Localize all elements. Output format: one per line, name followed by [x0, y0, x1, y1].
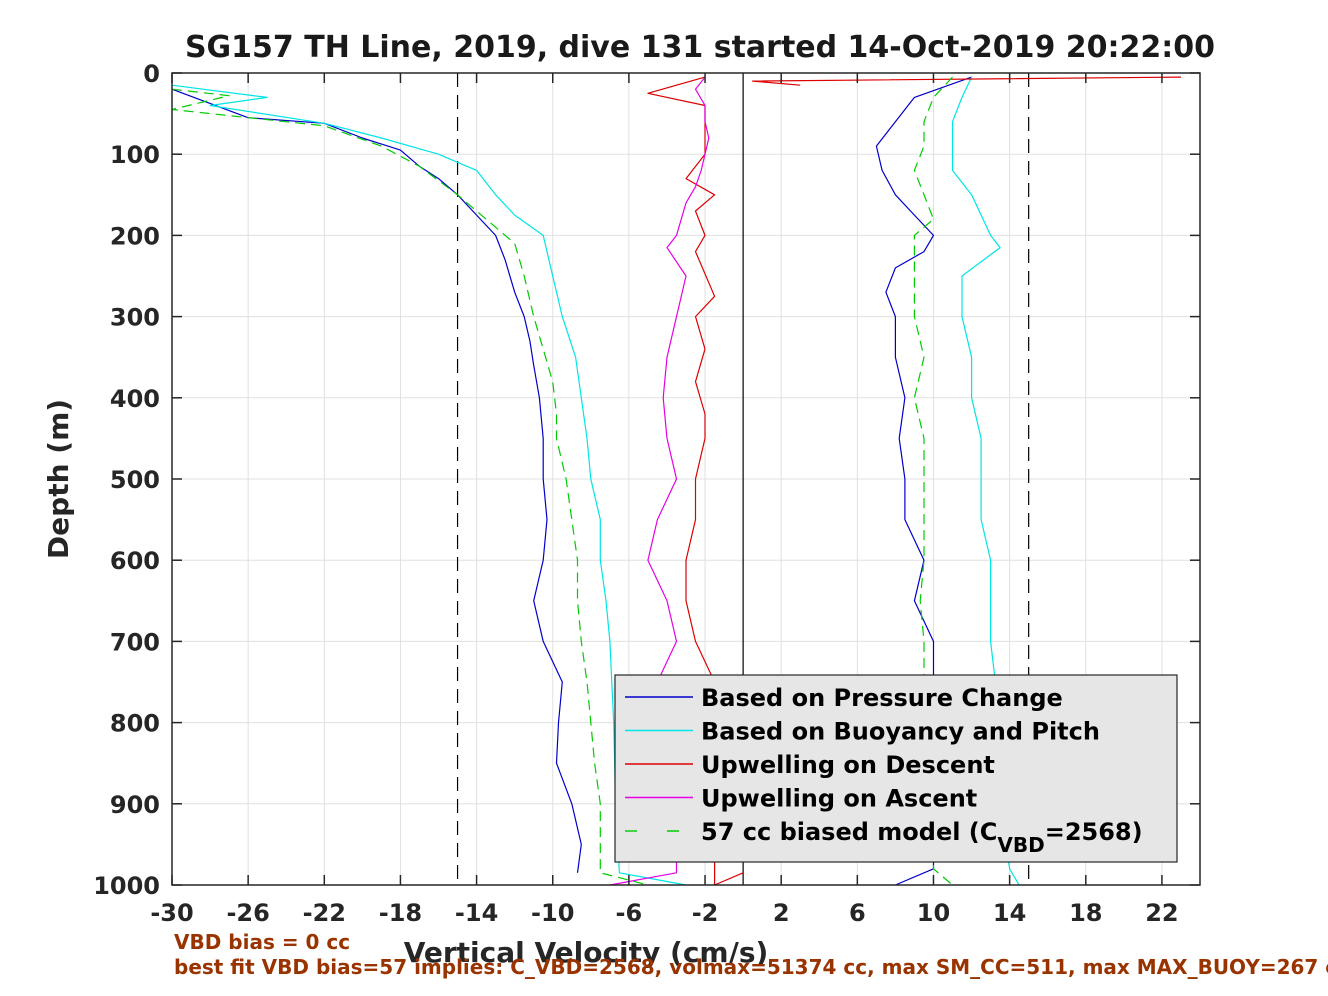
x-tick-label: 10	[917, 899, 950, 927]
legend: Based on Pressure Change Based on Buoyanc…	[614, 674, 1178, 863]
x-tick-label: 22	[1145, 899, 1178, 927]
series-line-3	[751, 76, 1182, 86]
y-tick-label: 400	[110, 385, 160, 413]
x-tick-label: -26	[226, 899, 269, 927]
series-line-5	[171, 88, 649, 886]
x-tick-label: -10	[531, 899, 574, 927]
y-axis-label: Depth (m)	[42, 399, 75, 559]
y-tick-label: 100	[110, 141, 160, 169]
y-tick-label: 200	[110, 222, 160, 250]
ticks: -30 -26 -22 -18 -14 -10 -6 -2 2 6 10 14 18 2201002003…	[93, 60, 1200, 927]
series-line-2	[171, 84, 687, 886]
x-tick-label: -30	[150, 899, 193, 927]
y-tick-label: 1000	[93, 872, 160, 900]
legend-box	[614, 674, 1178, 863]
y-tick-label: 900	[110, 791, 160, 819]
x-tick-label: 14	[993, 899, 1026, 927]
x-tick-label: -22	[303, 899, 346, 927]
y-tick-label: 500	[110, 466, 160, 494]
legend-label: Upwelling on Ascent	[701, 785, 977, 813]
legend-label: Upwelling on Descent	[701, 751, 995, 779]
series-line-1	[171, 88, 582, 873]
x-axis-label: Vertical Velocity (cm/s)	[404, 936, 769, 969]
x-tick-label: -2	[692, 899, 719, 927]
chart-title: SG157 TH Line, 2019, dive 131 started 14…	[185, 30, 1215, 65]
footnote-best-fit: best fit VBD bias=57 implies: C_VBD=2568…	[174, 955, 1328, 979]
y-tick-label: 800	[110, 710, 160, 738]
series-line-1	[875, 76, 972, 886]
x-tick-label: 2	[773, 899, 790, 927]
series-line-5	[913, 76, 953, 886]
x-tick-label: -18	[379, 899, 422, 927]
x-tick-label: -6	[616, 899, 643, 927]
y-tick-label: 700	[110, 628, 160, 656]
x-tick-label: 18	[1069, 899, 1102, 927]
legend-label: Based on Pressure Change	[701, 684, 1063, 712]
x-tick-label: 6	[849, 899, 866, 927]
y-tick-label: 600	[110, 547, 160, 575]
legend-label: Based on Buoyancy and Pitch	[701, 718, 1100, 746]
y-tick-label: 0	[143, 60, 160, 88]
footnote-vbd-bias: VBD bias = 0 cc	[174, 930, 351, 954]
x-tick-label: -14	[455, 899, 498, 927]
y-tick-label: 300	[110, 304, 160, 332]
